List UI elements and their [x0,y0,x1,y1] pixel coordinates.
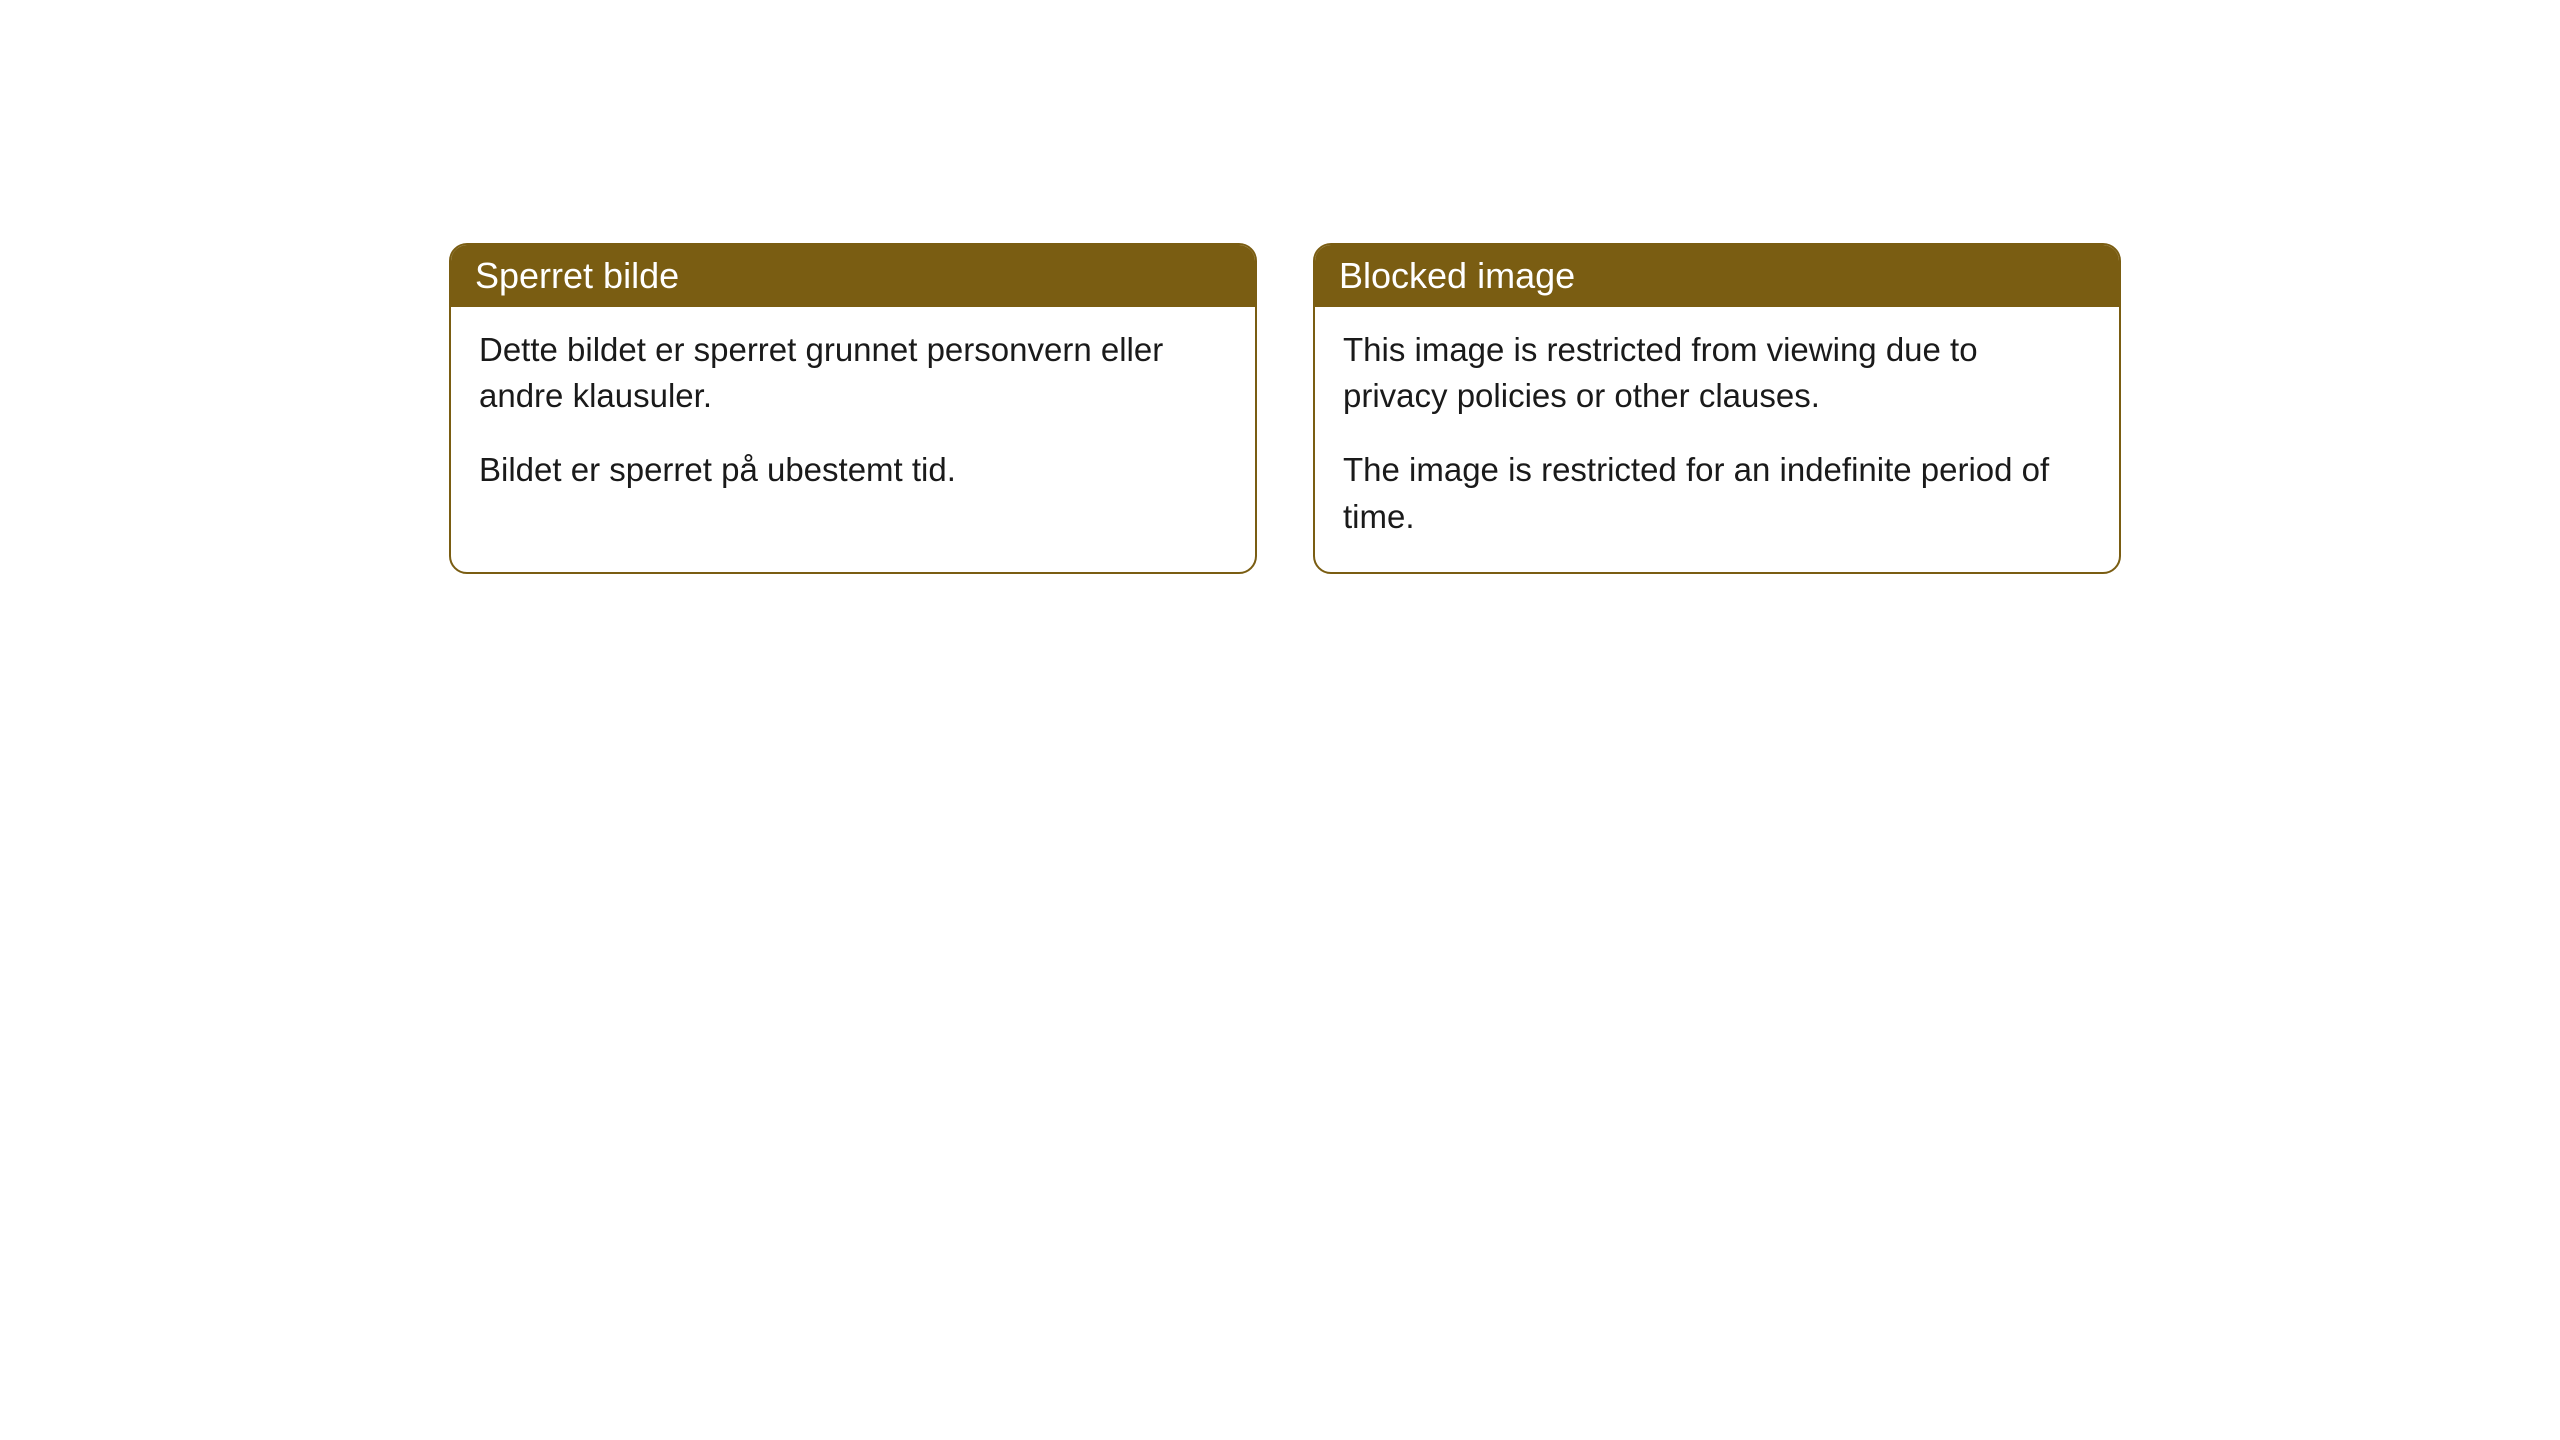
card-body-english: This image is restricted from viewing du… [1315,307,2119,572]
notice-card-norwegian: Sperret bilde Dette bildet er sperret gr… [449,243,1257,574]
card-title: Blocked image [1339,255,1575,296]
card-body-norwegian: Dette bildet er sperret grunnet personve… [451,307,1255,526]
card-title: Sperret bilde [475,255,679,296]
card-header-english: Blocked image [1315,245,2119,307]
notice-card-english: Blocked image This image is restricted f… [1313,243,2121,574]
notice-cards-container: Sperret bilde Dette bildet er sperret gr… [449,243,2121,574]
card-paragraph: Bildet er sperret på ubestemt tid. [479,447,1227,493]
card-paragraph: The image is restricted for an indefinit… [1343,447,2091,539]
card-header-norwegian: Sperret bilde [451,245,1255,307]
card-paragraph: Dette bildet er sperret grunnet personve… [479,327,1227,419]
card-paragraph: This image is restricted from viewing du… [1343,327,2091,419]
